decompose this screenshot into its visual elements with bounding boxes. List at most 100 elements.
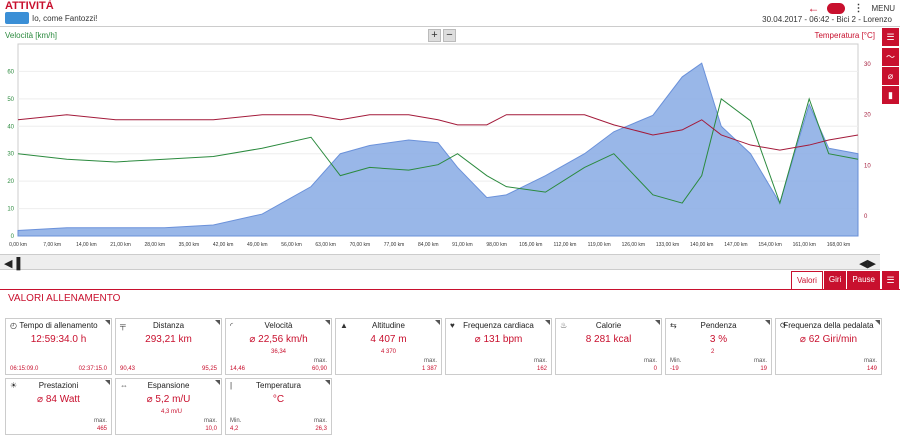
value-card[interactable]: ☀ Prestazioni ⌀ 84 Watt max. 465 — [5, 378, 112, 435]
value-card[interactable]: ◴ Tempo di allenamento 12:59:34.0 h 06:15:0… — [5, 318, 112, 375]
scroll-right-icon[interactable]: ◀▶ — [859, 258, 876, 270]
y-left-tick: 30 — [7, 152, 14, 158]
card-title: Altitudine — [372, 321, 405, 330]
tab-valori[interactable]: Valori — [791, 271, 823, 290]
altitude-icon: ▲ — [340, 321, 348, 330]
chart-scroll-bar[interactable]: ◀▐ ◀▶ — [0, 254, 880, 270]
tab-pause[interactable]: Pause — [847, 271, 880, 290]
cadence-icon: ⟳ — [780, 321, 787, 330]
value-card[interactable]: ⟳ Frequenza della pedalata ⌀ 62 Giri/min ma… — [775, 318, 882, 375]
thermometer-icon: | — [230, 381, 233, 390]
card-corner-icon — [765, 320, 770, 325]
card-max-label: max. — [533, 358, 547, 364]
chart-bars-icon[interactable]: ▮ — [882, 86, 899, 104]
card-corner-icon — [325, 320, 330, 325]
card-corner-icon — [325, 380, 330, 385]
speed-icon: ◜ — [230, 321, 234, 330]
y-left-tick: 40 — [7, 124, 14, 130]
card-value: 8 281 kcal — [585, 334, 632, 345]
expansion-icon: ⇔ — [120, 381, 128, 390]
x-tick: 112,00 km — [553, 242, 576, 248]
y-left-tick: 50 — [7, 97, 14, 103]
card-max: 10,0 — [205, 426, 217, 432]
card-max: 149 — [866, 366, 877, 372]
x-tick: 84,00 km — [418, 242, 439, 248]
value-card[interactable]: | Temperatura °C 4,2 Min. max. 26,3 — [225, 378, 332, 435]
card-title: Prestazioni — [38, 381, 79, 390]
section-title: VALORI ALLENAMENTO — [8, 293, 121, 304]
x-tick: 147,00 km — [724, 242, 747, 248]
card-value: 293,21 km — [145, 334, 192, 345]
header-actions: ← ⋮ MENU — [807, 1, 895, 15]
left-axis-label[interactable]: Velocità [km/h] — [5, 31, 58, 40]
speed-line — [17, 97, 859, 205]
card-corner-icon — [435, 320, 440, 325]
y-left-tick: 0 — [11, 234, 15, 240]
card-max-label: max. — [313, 418, 327, 424]
menu-label[interactable]: MENU — [871, 3, 895, 13]
card-value: 4 407 m — [370, 334, 407, 345]
x-tick: 105,00 km — [519, 242, 542, 248]
right-axis-label[interactable]: Temperatura [°C] — [814, 31, 875, 40]
tab-list-icon[interactable]: ☰ — [882, 271, 899, 289]
value-card[interactable]: ╤ Distanza 293,21 km 90,43 95,25 — [115, 318, 222, 375]
x-tick: 154,00 km — [758, 242, 781, 248]
card-mid: 36,34 — [271, 349, 287, 355]
zoom-in-button[interactable]: + — [428, 29, 441, 42]
x-tick: 49,00 km — [247, 242, 268, 248]
card-title: Velocità — [264, 321, 293, 330]
y-right-tick: 10 — [864, 163, 871, 169]
x-tick: 56,00 km — [281, 242, 302, 248]
card-title: Frequenza della pedalata — [783, 321, 874, 330]
value-card[interactable]: ◜ Velocità ⌀ 22,56 km/h 14,46 36,34 max. 60,90 — [225, 318, 332, 375]
value-card[interactable]: ⇔ Espansione ⌀ 5,2 m/U 4,3 m/U max. 10,0 — [115, 378, 222, 435]
card-max: 162 — [536, 366, 547, 372]
value-card[interactable]: ♨ Calorie 8 281 kcal max. 0 — [555, 318, 662, 375]
x-tick: 14,00 km — [76, 242, 97, 248]
power-icon: ☀ — [10, 381, 18, 390]
card-max: 02:37:15.0 — [78, 366, 107, 372]
y-right-tick: 30 — [864, 62, 871, 68]
slope-icon: ⇆ — [670, 321, 677, 330]
card-max-label: max. — [753, 358, 767, 364]
card-min: 90,43 — [120, 366, 136, 372]
card-value: ⌀ 131 bpm — [474, 334, 523, 345]
x-tick: 28,00 km — [144, 242, 165, 248]
back-arrow-icon[interactable]: ← — [807, 1, 820, 15]
x-tick: 21,00 km — [110, 242, 131, 248]
x-tick: 140,00 km — [690, 242, 713, 248]
card-value: 12:59:34.0 h — [30, 334, 87, 345]
card-corner-icon — [105, 380, 110, 385]
card-title: Espansione — [147, 381, 190, 390]
tab-giri[interactable]: Giri — [823, 271, 847, 290]
value-card[interactable]: ▲ Altitudine 4 407 m 4 370 max. 1 387 — [335, 318, 442, 375]
distance-icon: ╤ — [120, 321, 126, 330]
scroll-left-icon[interactable]: ◀▐ — [4, 258, 21, 270]
value-card[interactable]: ⇆ Pendenza 3 % -19 Min. 2 max. 19 — [665, 318, 772, 375]
card-value: ⌀ 84 Watt — [37, 394, 80, 405]
card-corner-icon — [655, 320, 660, 325]
activity-meta: 30.04.2017 - 06:42 - Bici 2 - Lorenzo — [762, 15, 892, 24]
card-title: Frequenza cardiaca — [463, 321, 534, 330]
card-max-label: max. — [93, 418, 107, 424]
chart-list-icon[interactable]: ☰ — [882, 28, 899, 46]
cloud-icon[interactable] — [827, 2, 846, 14]
x-tick: 0,00 km — [9, 242, 27, 248]
zoom-out-button[interactable]: − — [443, 29, 456, 42]
calorie-icon: ♨ — [560, 321, 568, 330]
chart-slash-icon[interactable]: ⌀ — [882, 67, 899, 85]
page-title: ATTIVITÀ — [5, 0, 54, 12]
card-max-label: max. — [313, 358, 327, 364]
card-mid: 2 — [711, 349, 715, 355]
card-title: Tempo di allenamento — [19, 321, 98, 330]
card-corner-icon — [875, 320, 880, 325]
x-tick: 7,00 km — [43, 242, 61, 248]
card-max: 26,3 — [315, 426, 327, 432]
x-tick: 42,00 km — [213, 242, 234, 248]
activity-chart[interactable]: Velocità [km/h] Temperatura [°C] + − 0 10… — [0, 28, 880, 253]
chart-line-icon[interactable]: 〜 — [882, 48, 899, 66]
value-card[interactable]: ♥ Frequenza cardiaca ⌀ 131 bpm max. 162 — [445, 318, 552, 375]
card-min: 4,2 — [230, 426, 239, 432]
menu-dots-icon[interactable]: ⋮ — [853, 2, 864, 14]
card-max: 1 387 — [421, 366, 437, 372]
